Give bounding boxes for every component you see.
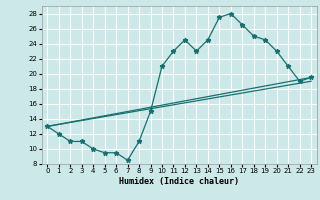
X-axis label: Humidex (Indice chaleur): Humidex (Indice chaleur) [119, 177, 239, 186]
